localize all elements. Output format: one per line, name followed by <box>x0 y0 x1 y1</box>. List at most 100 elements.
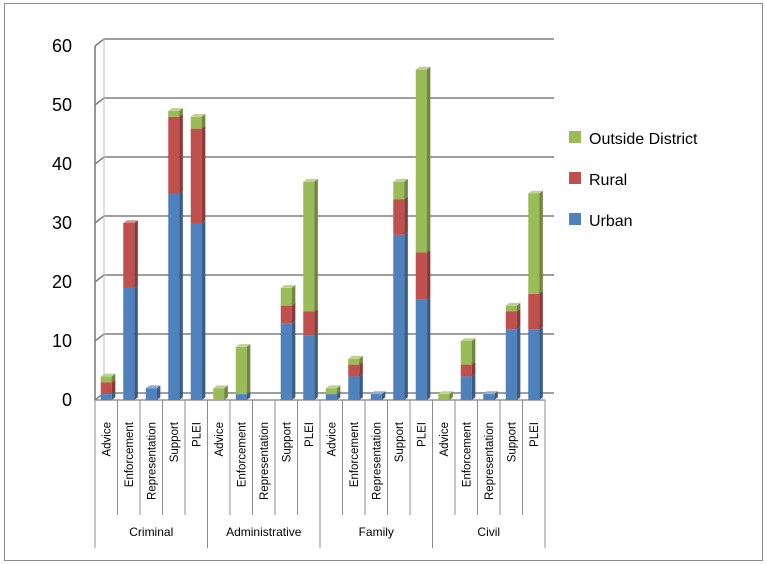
gridline-depth <box>94 333 105 342</box>
bar-side <box>179 108 183 117</box>
bar-front <box>348 376 360 400</box>
bar-side <box>359 373 363 400</box>
bar-front <box>235 346 247 395</box>
bar-front <box>325 394 337 400</box>
bar-side <box>246 391 251 400</box>
bar-top <box>483 391 498 395</box>
bar-side <box>134 285 138 400</box>
bar-side <box>201 114 206 129</box>
y-tick-label: 0 <box>62 390 72 410</box>
bar-front <box>460 341 472 365</box>
bar-side <box>471 338 476 365</box>
legend-label: Rural <box>589 172 627 189</box>
bar-front <box>280 305 292 324</box>
bar-segment-urban <box>190 220 206 400</box>
bar-front <box>100 376 112 383</box>
bar-side <box>359 355 363 365</box>
x-group-label: Administrative <box>226 525 302 539</box>
legend-swatch <box>569 131 581 143</box>
bar-front <box>280 287 292 306</box>
bar-side <box>111 379 116 395</box>
bar-side <box>179 114 183 194</box>
x-tick-label: Enforcement <box>349 421 361 487</box>
x-tick-label: Representation <box>259 422 271 500</box>
bar-segment-rural <box>123 220 138 288</box>
bar-segment-rural <box>528 291 543 330</box>
bar-top <box>168 108 183 111</box>
bar-front <box>393 234 405 400</box>
bar-segment-outside-district <box>100 373 116 383</box>
bar-side <box>291 320 296 400</box>
bars <box>100 66 543 400</box>
bar-side <box>314 178 318 312</box>
x-tick-label: Support <box>169 421 181 462</box>
legend: Outside District Rural Urban <box>569 131 698 230</box>
bar-front <box>348 358 360 365</box>
bar-front <box>370 394 382 400</box>
bar-side <box>201 125 206 223</box>
x-tick-label: PLEI <box>191 422 203 447</box>
x-tick-label: Support <box>281 421 293 462</box>
bar-side <box>471 361 476 377</box>
bar-segment-urban <box>168 190 183 400</box>
bar-top <box>438 391 453 395</box>
bar-segment-rural <box>303 308 318 336</box>
bar-side <box>359 361 363 377</box>
x-group-label: Criminal <box>129 525 173 539</box>
bar-front <box>303 335 315 400</box>
bar-front <box>190 116 202 129</box>
bar-side <box>111 391 116 400</box>
legend-label: Urban <box>589 213 633 230</box>
bar-segment-outside-district <box>460 338 476 365</box>
gridline-depth <box>94 156 105 165</box>
bar-segment-rural <box>415 249 431 300</box>
x-tick-label: Advice <box>326 422 338 457</box>
bar-front <box>168 116 180 194</box>
gridlines <box>94 38 554 401</box>
bar-segment-urban <box>123 285 138 400</box>
bar-segment-outside-district <box>190 114 206 129</box>
bar-front <box>100 394 112 400</box>
bar-segment-outside-district <box>528 190 543 294</box>
bar-side <box>336 391 341 400</box>
x-tick-label: Support <box>394 421 406 462</box>
bar-front <box>505 305 517 312</box>
bar-front <box>348 364 360 377</box>
bar-segment-urban <box>370 391 386 400</box>
bar-side <box>404 232 408 400</box>
bar-segment-urban <box>303 332 318 400</box>
bar-front <box>528 193 540 294</box>
bar-side <box>426 296 431 400</box>
x-tick-label: Enforcement <box>461 421 473 487</box>
y-tick-label: 50 <box>52 95 72 115</box>
bar-top <box>528 190 543 194</box>
bar-segment-outside-district <box>505 302 521 312</box>
y-tick-label: 30 <box>52 213 72 233</box>
gridline-depth <box>94 38 105 47</box>
bar-segment-urban <box>145 385 161 400</box>
bar-side <box>539 326 543 400</box>
x-tick-label: Representation <box>146 422 158 500</box>
bar-top <box>325 385 341 389</box>
bar-top <box>100 373 116 377</box>
x-axis-groups: Criminal Administrative Family Civil <box>94 400 546 548</box>
bar-segment-outside-district <box>348 355 363 365</box>
bar-top <box>393 178 408 182</box>
bar-side <box>404 178 408 200</box>
y-tick-label: 20 <box>52 272 72 292</box>
bar-segment-outside-district <box>415 66 431 253</box>
bar-side <box>471 373 476 400</box>
bar-front <box>280 323 292 400</box>
bar-side <box>291 285 296 306</box>
x-tick-label: Advice <box>214 422 226 457</box>
bar-side <box>134 220 138 288</box>
axes <box>94 39 545 401</box>
bar-front <box>168 193 180 400</box>
bar-front <box>460 364 472 377</box>
bar-side <box>246 344 251 395</box>
bar-segment-urban <box>348 373 363 400</box>
x-tick-label: PLEI <box>304 422 316 447</box>
bar-front <box>483 394 495 400</box>
bar-side <box>314 308 318 336</box>
